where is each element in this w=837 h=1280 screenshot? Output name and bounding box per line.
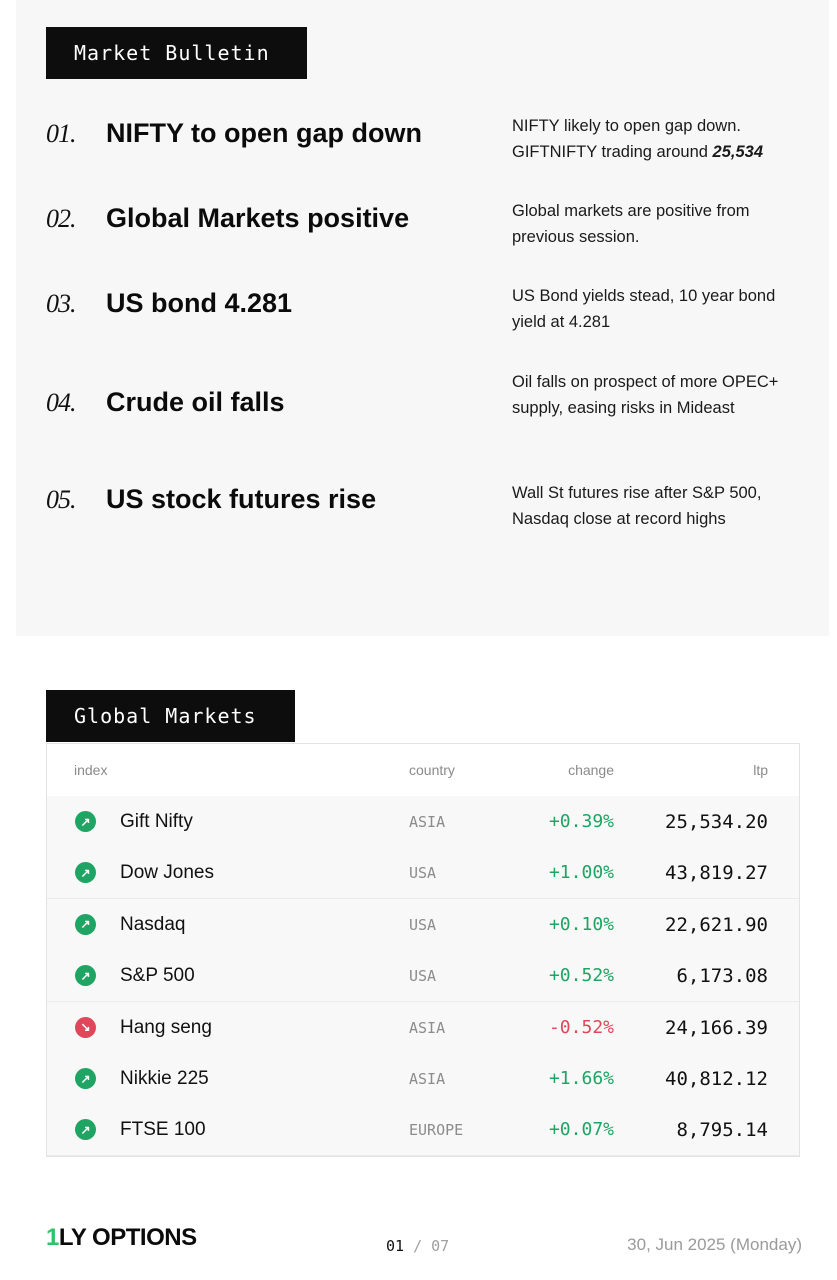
table-row: ↗ Nasdaq USA +0.10% 22,621.90: [47, 898, 799, 951]
item-headline: Global Markets positive: [106, 203, 410, 233]
logo-mark: 1: [46, 1224, 59, 1251]
item-headline: US stock futures rise: [106, 484, 377, 514]
item-description: NIFTY likely to open gap down. GIFTNIFTY…: [512, 113, 812, 165]
index-change: +0.07%: [548, 1119, 614, 1141]
index-name: Dow Jones: [120, 862, 214, 884]
item-description-bold: 25,534: [712, 143, 763, 161]
index-change: -0.52%: [548, 1016, 614, 1038]
item-description: Oil falls on prospect of more OPEC+ supp…: [512, 373, 779, 417]
item-headline: Crude oil falls: [106, 387, 285, 417]
index-country: ASIA: [409, 1018, 446, 1037]
item-description: Global markets are positive from previou…: [512, 202, 750, 246]
column-header-change: change: [568, 762, 614, 778]
index-country: USA: [409, 864, 437, 883]
item-headline: US bond 4.281: [106, 288, 293, 318]
index-change: +0.39%: [548, 811, 614, 832]
column-header-ltp: ltp: [753, 762, 768, 778]
index-country: USA: [409, 967, 437, 986]
index-ltp: 8,795.14: [676, 1119, 768, 1142]
index-name: Nasdaq: [120, 913, 186, 935]
arrow-up-right-icon: ↗: [75, 913, 96, 935]
page-indicator: 01 / 07: [386, 1237, 449, 1255]
page-separator: /: [413, 1237, 423, 1255]
index-change: +0.52%: [548, 965, 614, 987]
table-row: ↗ FTSE 100 EUROPE +0.07% 8,795.14: [47, 1104, 799, 1157]
global-markets-title: Global Markets: [46, 690, 295, 742]
table-row: ↗ Dow Jones USA +1.00% 43,819.27: [47, 847, 799, 900]
arrow-up-right-icon: ↗: [75, 1119, 96, 1141]
index-ltp: 24,166.39: [665, 1016, 768, 1039]
index-country: ASIA: [409, 1070, 446, 1088]
item-number: 01.: [46, 119, 76, 148]
index-name: Gift Nifty: [120, 811, 193, 832]
index-country: USA: [409, 915, 437, 934]
arrow-up-right-icon: ↗: [75, 811, 96, 832]
item-number: 03.: [46, 289, 76, 318]
index-name: Hang seng: [120, 1016, 212, 1038]
table-row: ↗ Gift Nifty ASIA +0.39% 25,534.20: [47, 796, 799, 848]
arrow-down-right-icon: ↘: [75, 1016, 96, 1038]
item-number: 04.: [46, 388, 76, 417]
logo-text: LY OPTIONS: [58, 1224, 197, 1251]
bulletin-date: 30, Jun 2025 (Monday): [627, 1235, 802, 1254]
index-name: Nikkie 225: [120, 1068, 209, 1089]
arrow-up-right-icon: ↗: [75, 862, 96, 884]
table-row: ↗ Nikkie 225 ASIA +1.66% 40,812.12: [47, 1053, 799, 1105]
index-country: ASIA: [409, 813, 446, 831]
item-description-line: NIFTY likely to open gap down.: [512, 117, 741, 135]
bulletin-title: Market Bulletin: [46, 27, 307, 79]
brand-logo: 1LY OPTIONS: [46, 1224, 197, 1252]
bulletin-panel: [16, 0, 829, 636]
index-name: FTSE 100: [120, 1119, 206, 1141]
page-current: 01: [386, 1237, 405, 1255]
index-ltp: 25,534.20: [665, 811, 768, 833]
table-row: ↗ S&P 500 USA +0.52% 6,173.08: [47, 950, 799, 1003]
index-ltp: 40,812.12: [665, 1068, 768, 1090]
item-description: US Bond yields stead, 10 year bond yield…: [512, 287, 776, 331]
column-header-index: index: [74, 762, 108, 778]
index-ltp: 43,819.27: [665, 862, 768, 885]
index-name: S&P 500: [120, 965, 195, 987]
table-row: ↘ Hang seng ASIA -0.52% 24,166.39: [47, 1001, 799, 1054]
index-ltp: 6,173.08: [676, 965, 768, 988]
arrow-up-right-icon: ↗: [75, 1068, 96, 1089]
index-change: +1.66%: [548, 1068, 614, 1089]
index-change: +1.00%: [548, 862, 614, 884]
item-description: Wall St futures rise after S&P 500, Nasd…: [512, 484, 762, 528]
item-headline: NIFTY to open gap down: [106, 118, 422, 148]
column-header-country: country: [409, 762, 455, 778]
index-ltp: 22,621.90: [665, 913, 768, 936]
page-total: 07: [431, 1237, 450, 1255]
index-country: EUROPE: [409, 1121, 464, 1140]
table-header: index country change ltp: [47, 744, 799, 797]
item-number: 05.: [46, 485, 76, 514]
index-change: +0.10%: [548, 913, 614, 935]
global-markets-table: index country change ltp ↗ Gift Nifty ASIA…: [46, 743, 800, 1157]
item-number: 02.: [46, 204, 76, 233]
item-description-line: GIFTNIFTY trading around: [512, 143, 713, 161]
arrow-up-right-icon: ↗: [75, 965, 96, 987]
